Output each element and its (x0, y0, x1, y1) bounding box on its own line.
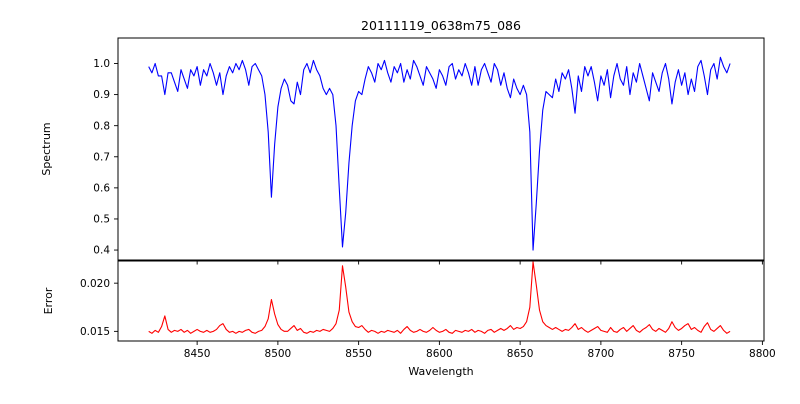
axes-layer (117, 37, 765, 342)
spectrum-y-tick-label: 0.6 (93, 182, 110, 194)
spectrum-y-tick-label: 0.7 (93, 151, 110, 163)
x-tick-label: 8800 (749, 348, 776, 360)
x-tick-label: 8750 (668, 348, 695, 360)
error-y-tick-label: 0.020 (80, 278, 110, 290)
error-axes-box (117, 260, 765, 342)
x-tick-label: 8650 (507, 348, 534, 360)
spectrum-y-tick-label: 1.0 (93, 58, 110, 70)
chart-title: 20111119_0638m75_086 (361, 18, 521, 33)
x-tick-label: 8550 (345, 348, 372, 360)
x-tick-label: 8700 (588, 348, 615, 360)
spectrum-y-tick-label: 0.4 (93, 245, 110, 257)
x-tick-label: 8500 (265, 348, 292, 360)
x-tick-label: 8600 (426, 348, 453, 360)
x-tick-label: 8450 (184, 348, 211, 360)
spectrum-line (148, 56, 731, 251)
x-axis-label: Wavelength (408, 365, 473, 378)
error-y-tick-label: 0.015 (80, 326, 110, 338)
spectrum-y-axis-label: Spectrum (40, 122, 53, 175)
spectrum-y-tick-label: 0.9 (93, 89, 110, 101)
ticks-layer: 0.4 0.5 0.6 0.7 0.8 0.9 1.0 0.015 0.020 8450 8500 8… (80, 58, 776, 360)
spectrum-y-tick-label: 0.5 (93, 214, 110, 226)
error-line (148, 261, 731, 334)
spectrum-y-tick-label: 0.8 (93, 120, 110, 132)
error-y-axis-label: Error (42, 287, 55, 314)
spectrum-axes-box (117, 37, 765, 261)
series-layer (148, 56, 731, 334)
